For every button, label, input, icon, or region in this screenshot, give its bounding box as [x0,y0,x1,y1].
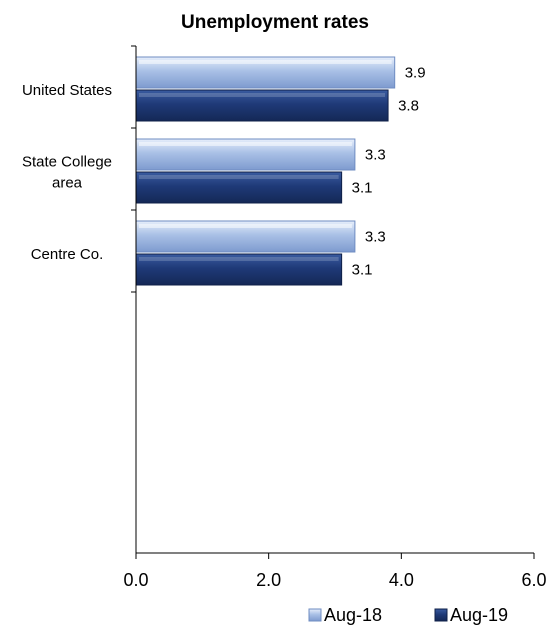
x-tick-label: 2.0 [256,570,281,590]
x-tick-label: 6.0 [521,570,546,590]
x-tick-label: 4.0 [389,570,414,590]
bar-highlight [139,175,339,179]
category-label: State College [22,154,112,171]
bar-highlight [139,224,352,228]
chart-title: Unemployment rates [181,12,369,33]
category-label: United States [22,82,112,99]
legend-swatch [308,608,322,622]
data-label: 3.1 [352,180,373,197]
category-label: Centre Co. [31,246,104,263]
data-label: 3.1 [352,262,373,279]
bar-state-college-area-aug-19 [135,171,343,204]
bar-highlight [139,142,352,146]
bar-highlight [139,257,339,261]
legend-swatch [434,608,448,622]
legend-label: Aug-19 [450,605,508,625]
bar-highlight [139,93,386,97]
data-label: 3.8 [398,98,419,115]
data-label: 3.9 [405,65,426,82]
bar-highlight [139,60,392,64]
category-label: area [52,175,83,192]
legend-label: Aug-18 [324,605,382,625]
data-label: 3.3 [365,147,386,164]
data-label: 3.3 [365,229,386,246]
bar-united-states-aug-19 [135,89,389,122]
x-tick-label: 0.0 [123,570,148,590]
